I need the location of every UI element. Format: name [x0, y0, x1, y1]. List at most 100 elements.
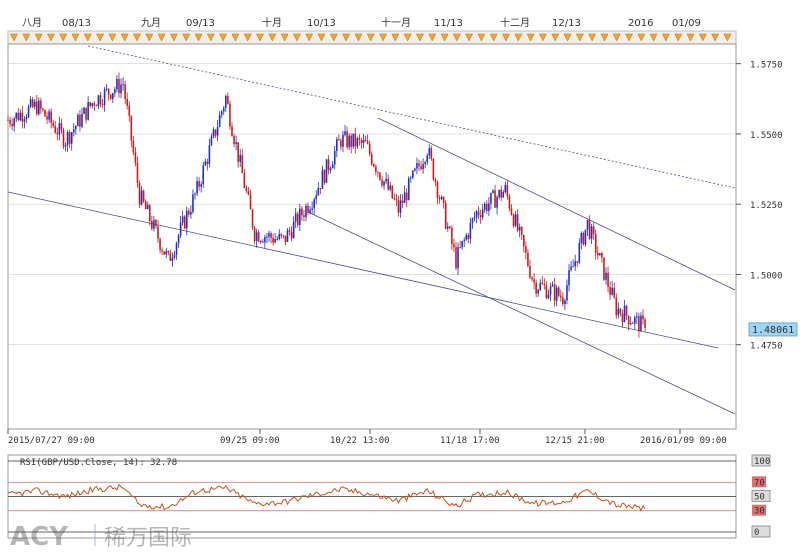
candle-body[interactable]: [225, 96, 227, 108]
candle-body[interactable]: [498, 189, 500, 198]
candle-body[interactable]: [290, 231, 293, 239]
event-marker[interactable]: [366, 33, 375, 42]
candle-body[interactable]: [206, 161, 209, 165]
candle-body[interactable]: [200, 184, 202, 187]
candle-body[interactable]: [414, 168, 416, 171]
candle-body[interactable]: [537, 289, 539, 294]
candle-body[interactable]: [574, 261, 576, 267]
candle-body[interactable]: [212, 129, 215, 137]
candle-body[interactable]: [134, 152, 137, 163]
candle-body[interactable]: [52, 122, 55, 127]
candle-body[interactable]: [138, 182, 141, 205]
candle-body[interactable]: [592, 226, 595, 234]
candle-body[interactable]: [496, 197, 498, 208]
candle-body[interactable]: [192, 194, 194, 212]
event-marker[interactable]: [686, 33, 695, 42]
candle-body[interactable]: [625, 305, 628, 316]
candle-body[interactable]: [288, 230, 291, 232]
candle-body[interactable]: [364, 139, 367, 142]
candle-body[interactable]: [46, 116, 48, 120]
candle-body[interactable]: [389, 185, 392, 190]
candle-body[interactable]: [311, 208, 313, 210]
event-marker[interactable]: [292, 33, 301, 42]
candle-body[interactable]: [442, 196, 445, 203]
candle-body[interactable]: [31, 99, 34, 107]
candle-body[interactable]: [629, 323, 632, 325]
candle-body[interactable]: [615, 297, 618, 316]
event-marker[interactable]: [661, 33, 670, 42]
candle-body[interactable]: [525, 246, 527, 253]
candle-body[interactable]: [494, 190, 496, 208]
event-marker[interactable]: [477, 33, 486, 42]
candle-body[interactable]: [35, 101, 38, 115]
candle-body[interactable]: [299, 208, 301, 225]
candle-body[interactable]: [393, 198, 396, 200]
candle-body[interactable]: [128, 105, 131, 116]
candle-body[interactable]: [130, 115, 133, 141]
candle-body[interactable]: [214, 129, 217, 136]
candle-body[interactable]: [375, 166, 377, 172]
candle-body[interactable]: [529, 265, 531, 278]
event-marker[interactable]: [354, 33, 363, 42]
event-marker[interactable]: [182, 33, 191, 42]
candle-body[interactable]: [510, 208, 513, 215]
candle-body[interactable]: [434, 179, 437, 183]
candle-body[interactable]: [377, 171, 379, 173]
candle-body[interactable]: [60, 123, 63, 130]
candle-body[interactable]: [488, 203, 490, 212]
candle-body[interactable]: [81, 113, 83, 127]
event-marker[interactable]: [514, 33, 523, 42]
candle-body[interactable]: [387, 178, 389, 190]
candle-body[interactable]: [475, 211, 478, 218]
event-marker[interactable]: [489, 33, 498, 42]
candle-body[interactable]: [77, 114, 79, 127]
candle-body[interactable]: [379, 172, 381, 180]
candle-body[interactable]: [151, 221, 153, 229]
event-marker[interactable]: [169, 33, 178, 42]
candle-body[interactable]: [449, 226, 451, 229]
candle-body[interactable]: [21, 112, 24, 122]
candle-body[interactable]: [148, 205, 151, 222]
event-marker[interactable]: [34, 33, 43, 42]
candle-body[interactable]: [79, 114, 81, 127]
candle-body[interactable]: [237, 142, 239, 162]
candle-body[interactable]: [175, 243, 178, 255]
candle-body[interactable]: [317, 187, 320, 196]
candle-body[interactable]: [7, 119, 9, 121]
candle-body[interactable]: [262, 241, 264, 243]
event-marker[interactable]: [10, 33, 18, 42]
candle-body[interactable]: [636, 316, 638, 318]
candle-body[interactable]: [62, 129, 65, 147]
event-marker[interactable]: [612, 33, 621, 42]
candle-body[interactable]: [64, 145, 67, 147]
candle-body[interactable]: [140, 190, 143, 205]
candle-body[interactable]: [97, 95, 100, 107]
candle-body[interactable]: [590, 226, 593, 239]
candle-body[interactable]: [502, 191, 505, 198]
event-marker[interactable]: [588, 33, 597, 42]
event-marker[interactable]: [342, 33, 351, 42]
event-marker[interactable]: [145, 33, 154, 42]
candle-body[interactable]: [352, 133, 355, 147]
candle-body[interactable]: [514, 214, 517, 226]
candle-body[interactable]: [372, 164, 375, 167]
candle-body[interactable]: [235, 142, 237, 145]
candle-body[interactable]: [504, 184, 507, 192]
candle-body[interactable]: [40, 100, 42, 109]
candle-body[interactable]: [68, 132, 71, 144]
event-marker[interactable]: [563, 33, 572, 42]
candle-body[interactable]: [506, 184, 509, 196]
candle-body[interactable]: [455, 247, 457, 269]
event-marker[interactable]: [59, 33, 68, 42]
candle-body[interactable]: [276, 238, 279, 240]
candle-body[interactable]: [331, 164, 334, 169]
event-marker[interactable]: [538, 33, 547, 42]
candle-body[interactable]: [638, 316, 640, 332]
event-marker[interactable]: [83, 33, 92, 42]
candle-body[interactable]: [403, 192, 406, 204]
candle-body[interactable]: [87, 102, 89, 120]
candle-body[interactable]: [453, 244, 455, 248]
candle-body[interactable]: [270, 233, 272, 238]
candle-body[interactable]: [165, 251, 168, 255]
candle-body[interactable]: [564, 300, 566, 305]
